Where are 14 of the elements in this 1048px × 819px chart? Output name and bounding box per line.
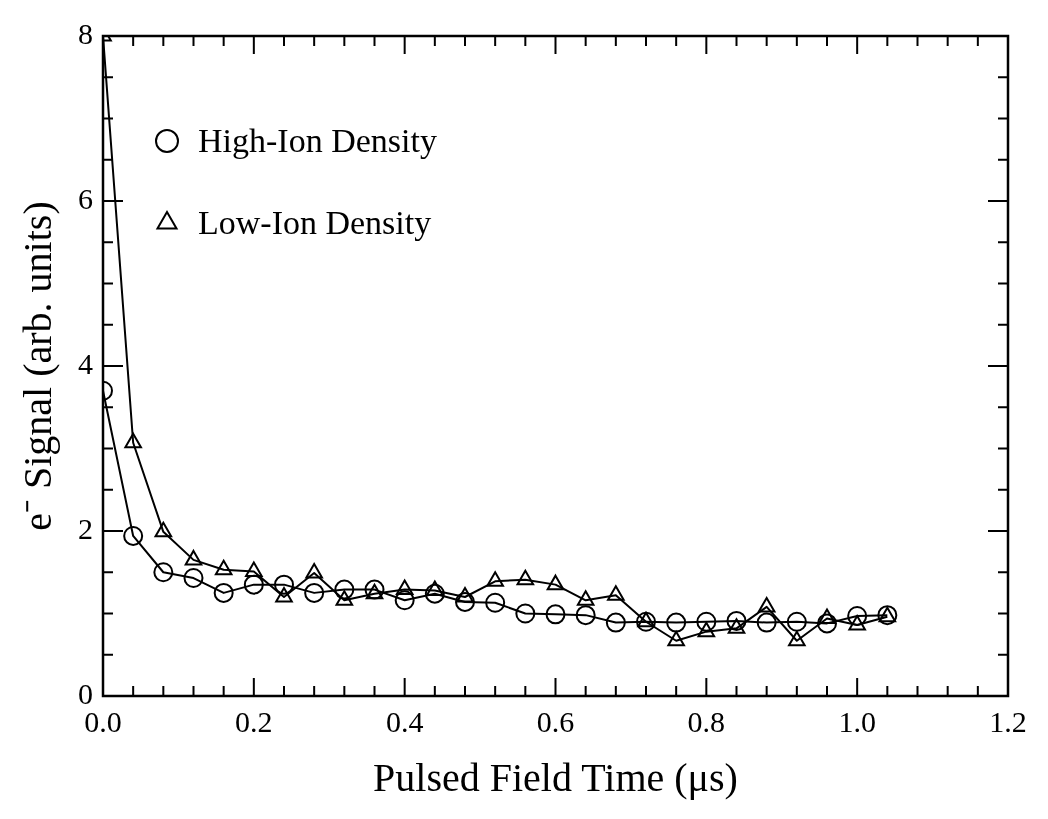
legend-label: High-Ion Density (198, 121, 437, 159)
x-tick-label: 0.8 (687, 704, 726, 738)
x-tick-label: 1.2 (989, 704, 1027, 738)
y-tick-label: 2 (78, 511, 93, 545)
y-tick-label: 6 (78, 181, 93, 215)
x-axis-title: Pulsed Field Time (μs) (373, 754, 738, 800)
x-tick-label: 0.4 (385, 704, 424, 738)
x-tick-label: 0.6 (536, 704, 575, 738)
y-tick-label: 4 (78, 346, 93, 380)
legend-label: Low-Ion Density (198, 203, 432, 241)
y-axis-title: e⁻ Signal (arb. units) (14, 201, 60, 531)
x-tick-label: 1.0 (838, 704, 876, 738)
y-tick-label: 8 (78, 16, 93, 50)
x-tick-label: 0.2 (235, 704, 273, 738)
